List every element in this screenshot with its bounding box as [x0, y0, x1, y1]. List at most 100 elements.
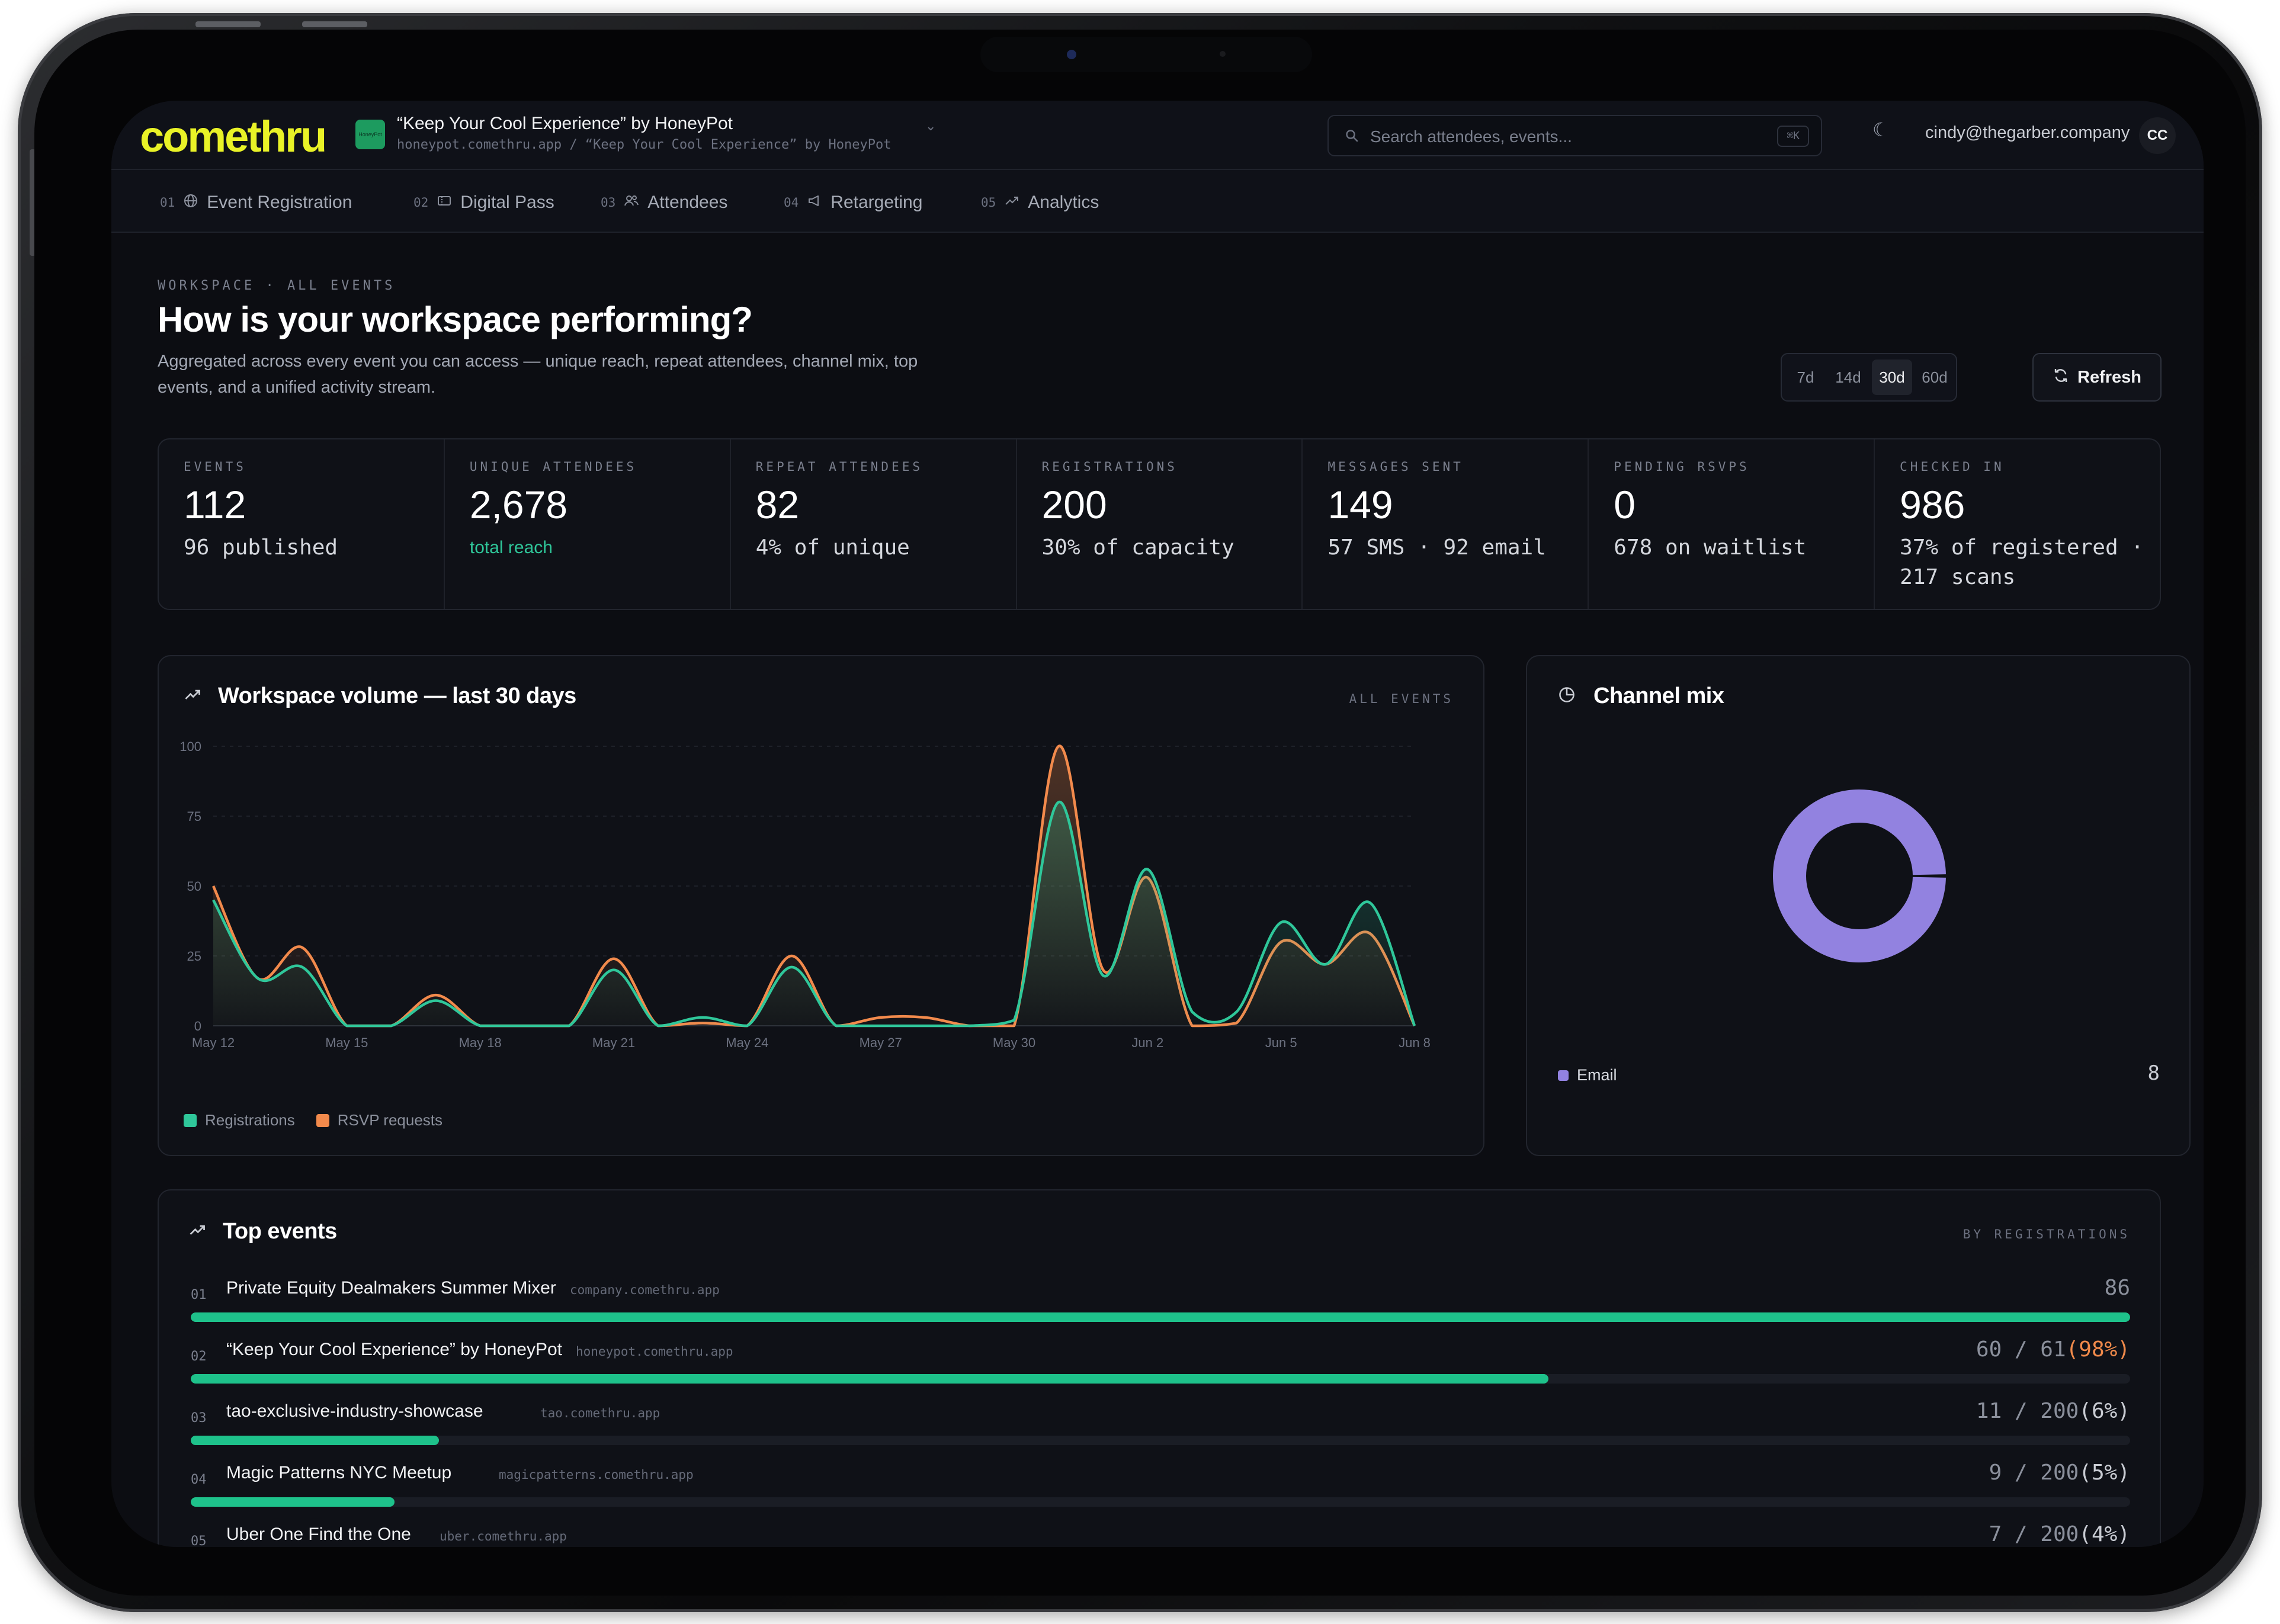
stat-value: 82	[755, 483, 800, 527]
legend-item-email[interactable]: Email	[1558, 1066, 1617, 1084]
stat-label: UNIQUE ATTENDEES	[469, 460, 637, 474]
theme-toggle-moon-icon[interactable]: ☾	[1872, 119, 1890, 140]
app-screen: comethru HoneyPot “Keep Your Cool Experi…	[111, 101, 2204, 1547]
top-events-title: Top events	[223, 1219, 337, 1244]
event-thumbnail-text: HoneyPot	[358, 131, 382, 137]
stat-value: 0	[1614, 483, 1636, 527]
tab-digital-pass[interactable]: 02 Digital Pass	[413, 192, 554, 213]
x-tick-label: Jun 2	[1131, 1035, 1163, 1050]
event-name[interactable]: Uber One Find the One	[226, 1524, 411, 1544]
stat-registrations: REGISTRATIONS 200 30% of capacity	[1017, 439, 1303, 609]
x-tick-label: May 12	[192, 1035, 235, 1050]
ticket-icon	[437, 193, 452, 213]
capacity-percent: (98%)	[2066, 1337, 2130, 1362]
legend-label: Email	[1577, 1066, 1617, 1084]
event-name[interactable]: “Keep Your Cool Experience” by HoneyPot	[226, 1340, 563, 1359]
legend-item-rsvp-requests[interactable]: RSVP requests	[316, 1111, 442, 1129]
legend-swatch	[184, 1113, 197, 1127]
y-tick-label: 75	[187, 809, 201, 824]
stat-label: CHECKED IN	[1900, 460, 2005, 474]
x-tick-label: May 24	[726, 1035, 768, 1050]
tab-attendees[interactable]: 03 Attendees	[601, 192, 727, 213]
tab-retargeting[interactable]: 04 Retargeting	[784, 192, 922, 213]
event-thumbnail: HoneyPot	[355, 120, 385, 149]
tab-event-registration[interactable]: 01 Event Registration	[160, 192, 352, 213]
legend-item-registrations[interactable]: Registrations	[184, 1111, 295, 1129]
page-eyebrow: WORKSPACE · ALL EVENTS	[158, 278, 396, 293]
workflow-tabs: 01 Event Registration 02 Digital Pass 03…	[111, 170, 2204, 233]
range-60d-button[interactable]: 60d	[1922, 368, 1948, 386]
capacity-percent: (4%)	[2079, 1522, 2130, 1546]
refresh-button[interactable]: Refresh	[2032, 353, 2162, 402]
tablet-frame: comethru HoneyPot “Keep Your Cool Experi…	[18, 13, 2262, 1612]
search-bar[interactable]: Search attendees, events... ⌘K	[1327, 115, 1822, 156]
tab-number: 01	[160, 195, 175, 210]
event-switcher-path: honeypot.comethru.app / “Keep Your Cool …	[397, 137, 892, 152]
avatar[interactable]: CC	[2139, 117, 2176, 154]
search-icon	[1345, 129, 1358, 146]
top-events-sort-tag: BY REGISTRATIONS	[1962, 1227, 2130, 1241]
registration-progress-track	[191, 1374, 2130, 1384]
event-name[interactable]: tao-exclusive-industry-showcase	[226, 1401, 483, 1421]
trend-icon	[188, 1221, 206, 1244]
registration-count-value: 11 / 200	[1976, 1399, 2079, 1423]
stat-subtext: 4% of unique	[755, 535, 910, 560]
range-14d-button[interactable]: 14d	[1835, 368, 1861, 386]
page-description: Aggregated across every event you can ac…	[158, 352, 918, 397]
registration-progress-fill	[191, 1374, 1548, 1384]
event-rank: 04	[191, 1472, 207, 1487]
camera-lens	[1067, 50, 1076, 59]
tab-label: Retargeting	[830, 192, 923, 212]
x-tick-label: Jun 8	[1399, 1035, 1431, 1050]
refresh-icon	[2053, 367, 2069, 388]
event-domain: honeypot.comethru.app	[576, 1344, 733, 1359]
stat-label: PENDING RSVPS	[1614, 460, 1750, 474]
stat-value: 112	[184, 483, 246, 527]
registration-progress-fill	[191, 1497, 395, 1507]
event-domain: company.comethru.app	[570, 1283, 720, 1297]
stat-label: REGISTRATIONS	[1041, 460, 1178, 474]
stat-value: 149	[1327, 483, 1393, 527]
trend-icon	[184, 686, 201, 708]
top-events-panel: Top events BY REGISTRATIONS 01 Private Eq…	[158, 1189, 2161, 1547]
megaphone-icon	[807, 193, 822, 213]
event-registration-count: 9 / 200(5%)	[1989, 1461, 2130, 1485]
stat-subtext: 37% of registered · 217 scans	[1900, 535, 2144, 589]
stat-value: 986	[1900, 483, 1965, 527]
x-tick-label: May 27	[860, 1035, 902, 1050]
stat-subtext: 57 SMS · 92 email	[1327, 535, 1546, 560]
capacity-percent: (5%)	[2079, 1461, 2130, 1485]
chevron-down-icon[interactable]: ⌄	[925, 118, 937, 133]
range-30d-button[interactable]: 30d	[1872, 360, 1912, 395]
tab-label: Event Registration	[207, 192, 352, 212]
globe-icon	[183, 193, 198, 213]
top-bar: comethru HoneyPot “Keep Your Cool Experi…	[111, 101, 2204, 170]
stat-subtext: 30% of capacity	[1041, 535, 1234, 560]
stat-messages-sent: MESSAGES SENT 149 57 SMS · 92 email	[1303, 439, 1589, 609]
event-rank: 05	[191, 1534, 207, 1547]
y-tick-label: 0	[194, 1019, 201, 1034]
event-registration-count: 7 / 200(4%)	[1989, 1522, 2130, 1546]
registration-progress-fill	[191, 1312, 2130, 1322]
series-line-registrations[interactable]	[212, 801, 1416, 1028]
event-name[interactable]: Private Equity Dealmakers Summer Mixer	[226, 1278, 556, 1298]
comethru-logo[interactable]: comethru	[140, 112, 327, 161]
event-registration-count: 86	[2105, 1276, 2130, 1300]
event-rank: 02	[191, 1349, 207, 1364]
refresh-label: Refresh	[2077, 367, 2141, 387]
event-switcher-title[interactable]: “Keep Your Cool Experience” by HoneyPot	[397, 114, 733, 133]
tab-analytics[interactable]: 05 Analytics	[981, 192, 1099, 213]
event-name[interactable]: Magic Patterns NYC Meetup	[226, 1463, 452, 1482]
legend-label: Registrations	[205, 1111, 295, 1129]
stat-subtext: 96 published	[184, 535, 338, 560]
donut-slice-email[interactable]	[1773, 789, 1946, 962]
users-icon	[624, 193, 639, 213]
registration-count-value: 86	[2104, 1276, 2130, 1300]
range-7d-button[interactable]: 7d	[1797, 368, 1814, 386]
stat-unique-attendees: UNIQUE ATTENDEES 2,678 total reach	[445, 439, 731, 609]
legend-swatch	[316, 1113, 329, 1127]
search-input[interactable]: Search attendees, events...	[1370, 127, 1572, 146]
power-button	[30, 149, 36, 256]
event-domain: tao.comethru.app	[540, 1406, 660, 1420]
user-email[interactable]: cindy@thegarber.company	[1925, 123, 2130, 142]
